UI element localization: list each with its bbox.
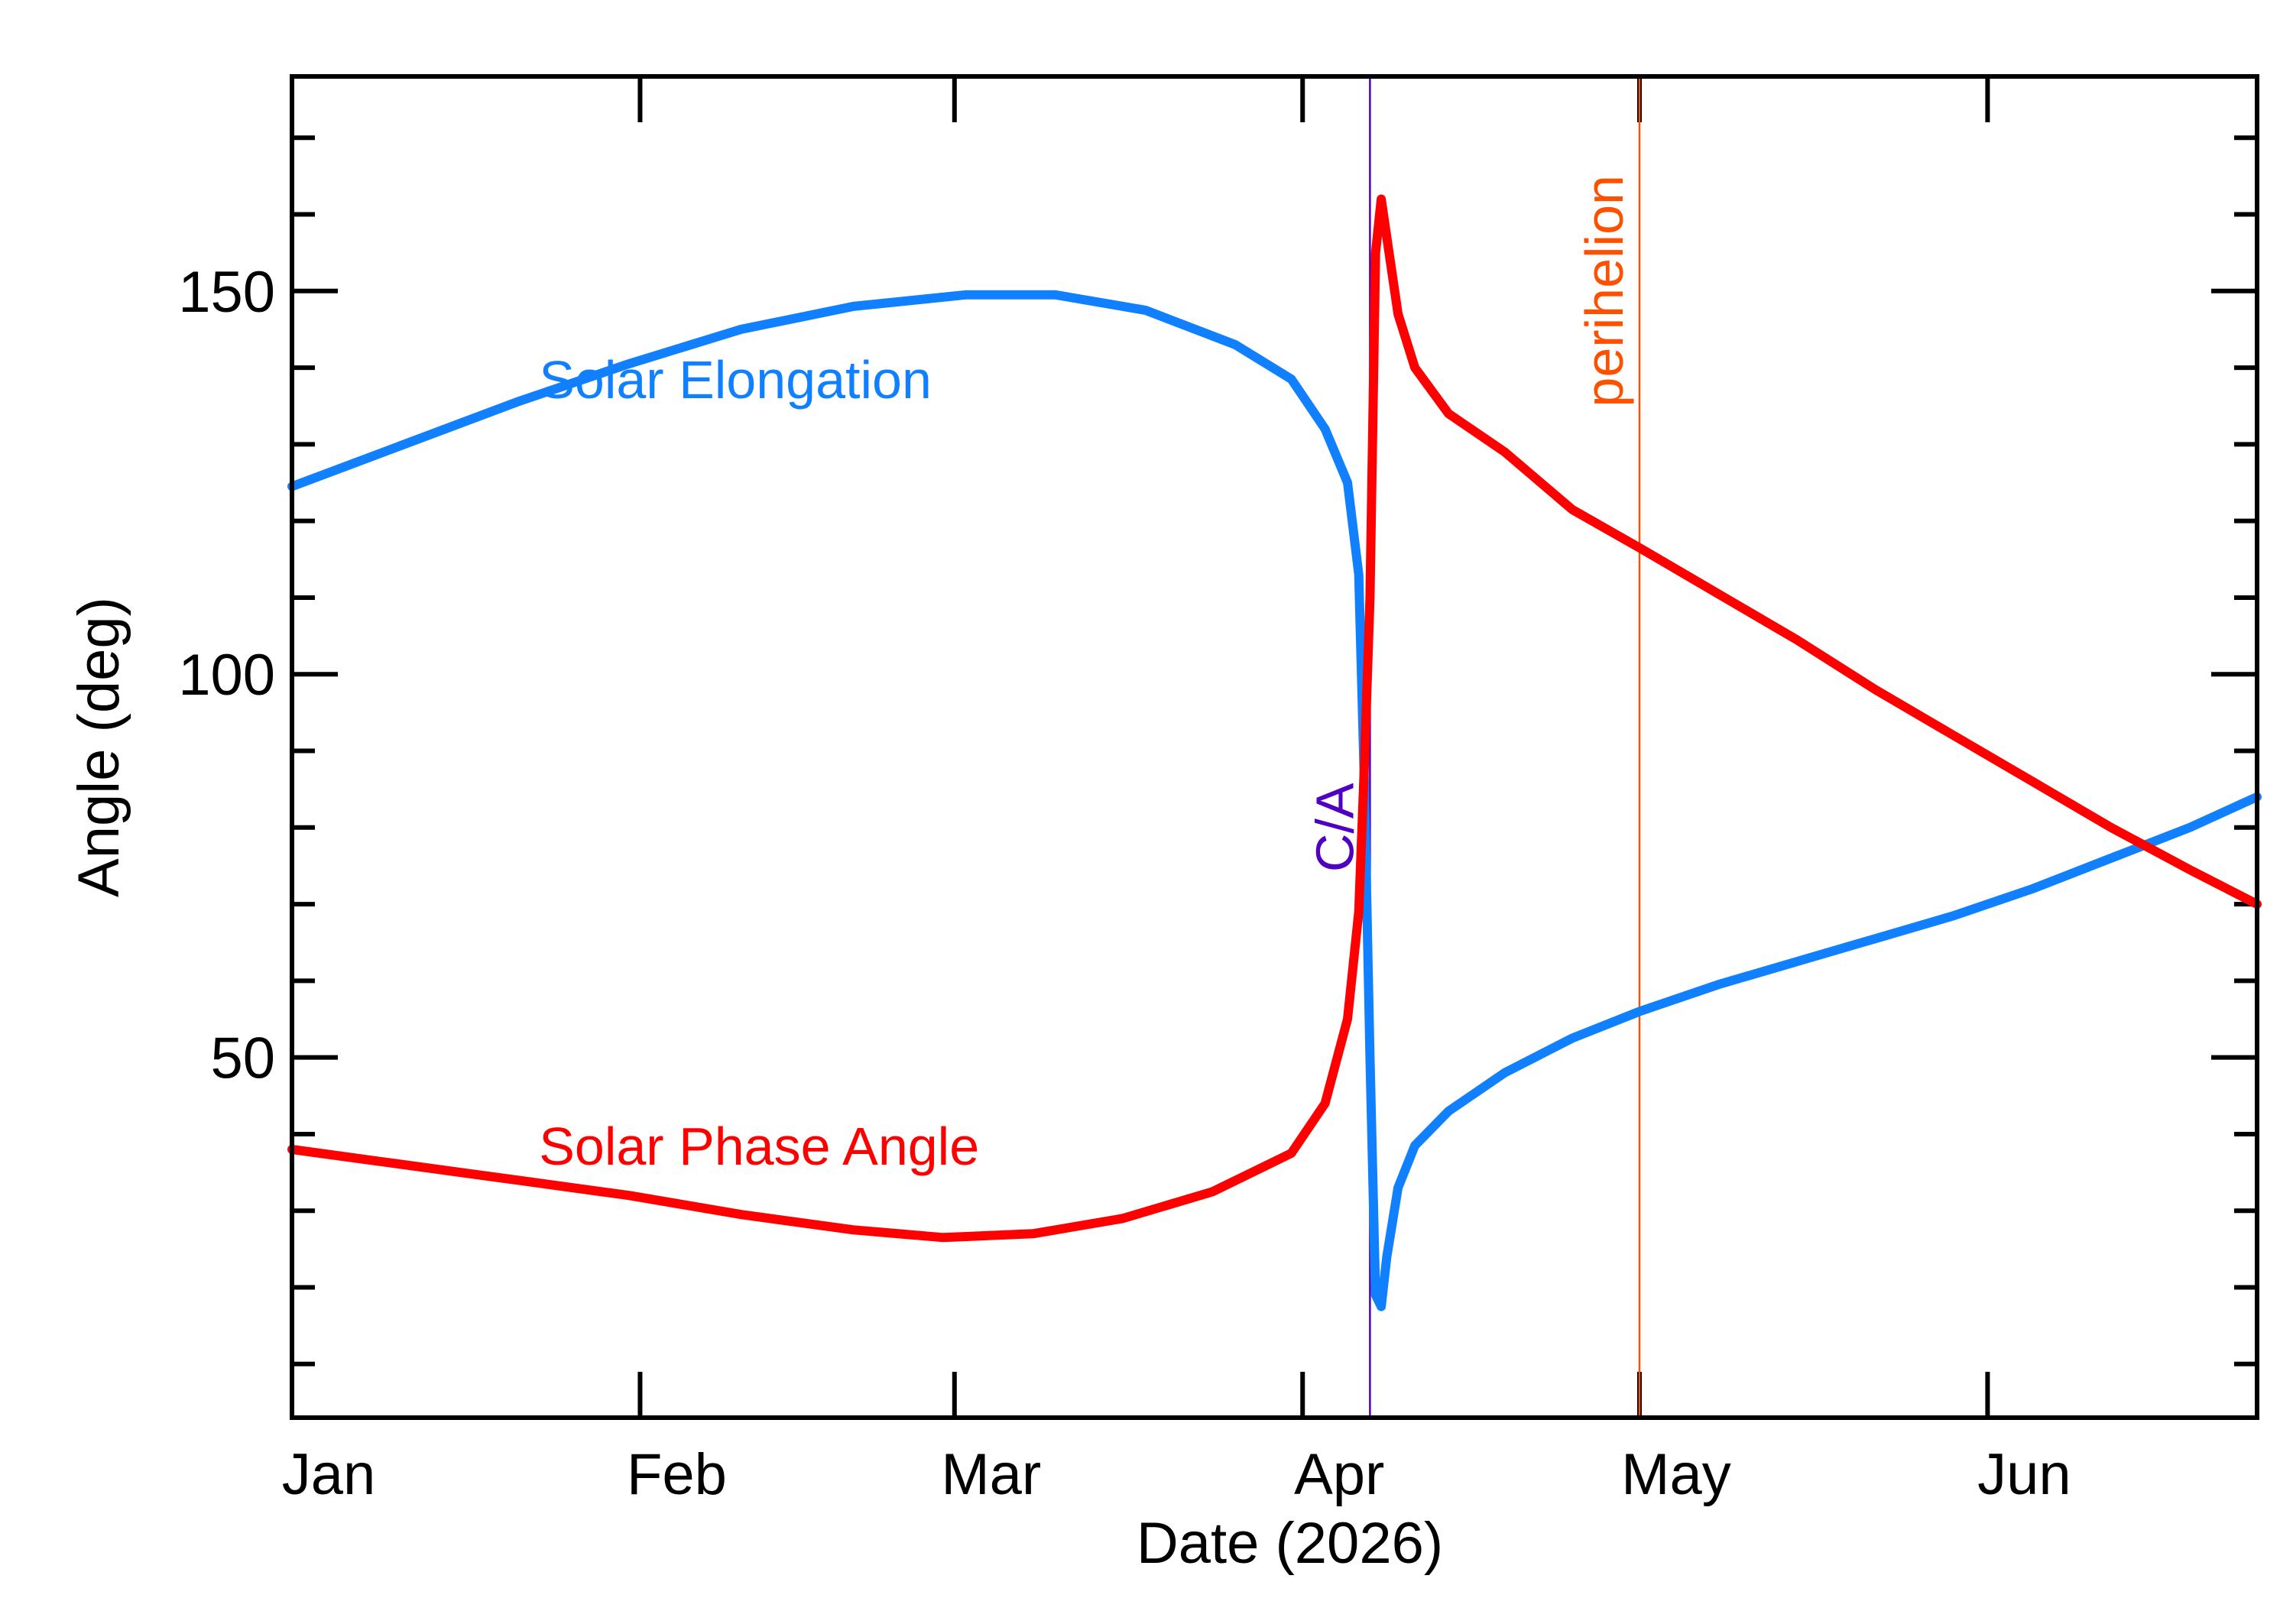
series-line-solar-elongation (287, 290, 2262, 1311)
axis-ticks: Jan Feb Mar Apr May Jun 50 100 150 (178, 76, 2257, 1507)
x-tick-label-may: May (1621, 1442, 1731, 1507)
x-tick-label-jun: Jun (1977, 1442, 2071, 1507)
y-tick-label-100: 100 (178, 643, 275, 708)
y-tick-label-50: 50 (210, 1026, 275, 1091)
x-tick-label-feb: Feb (627, 1442, 727, 1507)
x-tick-label-apr: Apr (1294, 1442, 1384, 1507)
series-lines (287, 194, 2262, 1311)
y-tick-label-150: 150 (178, 260, 275, 325)
series-line-solar-phase-angle (287, 194, 2262, 1243)
x-tick-label-jan: Jan (282, 1442, 376, 1507)
x-axis-title: Date (2026) (1137, 1511, 1443, 1576)
series-label-solar-phase-angle: Solar Phase Angle (539, 1117, 979, 1176)
series-labels: Solar Elongation Solar Phase Angle (539, 350, 979, 1176)
y-axis-title: Angle (deg) (66, 597, 131, 897)
event-label-c-a: C/A (1305, 783, 1364, 872)
event-label-perihelion: perihelion (1575, 175, 1634, 407)
x-tick-label-mar: Mar (941, 1442, 1041, 1507)
event-markers: C/A perihelion (1305, 76, 1641, 1418)
series-label-solar-elongation: Solar Elongation (539, 350, 932, 410)
plot-frame (290, 74, 2259, 1420)
